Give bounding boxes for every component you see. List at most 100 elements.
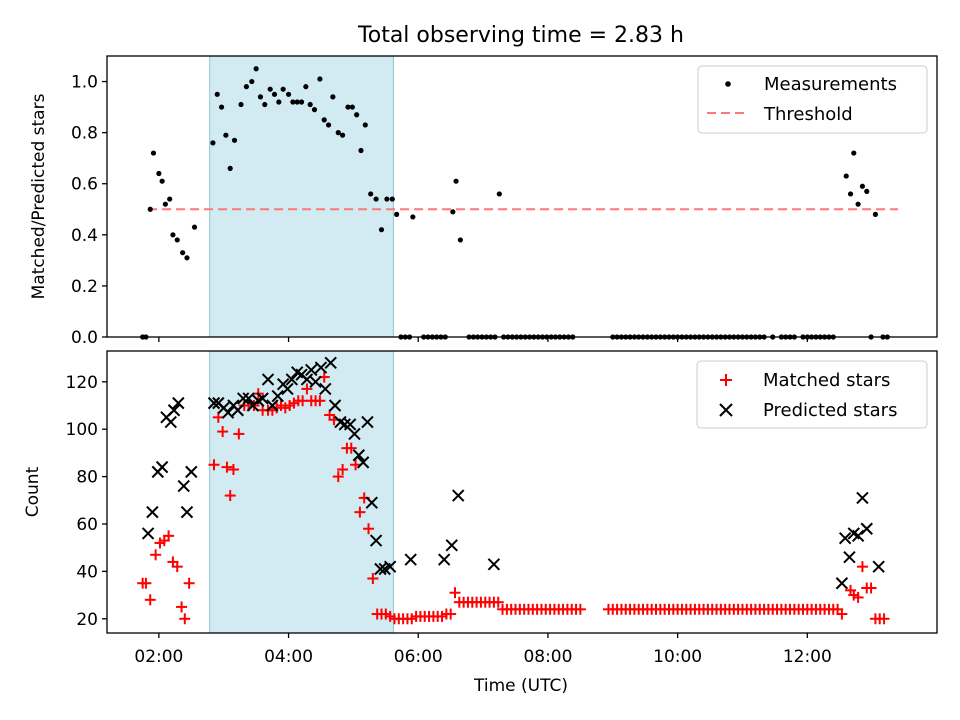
predicted-star-point: [352, 449, 366, 462]
measurement-point: [159, 178, 165, 184]
measurement-point: [847, 191, 854, 197]
x-tick-label: 02:00: [134, 647, 183, 667]
measurement-point: [450, 209, 456, 215]
measurement-point: [174, 237, 180, 243]
x-tick-label: 04:00: [264, 647, 313, 667]
measurement-point: [368, 191, 374, 197]
measurement-point: [345, 104, 351, 110]
top-legend-box: [697, 65, 928, 134]
measurement-point: [354, 112, 360, 118]
predicted-star-point: [374, 562, 387, 576]
predicted-star-point: [309, 375, 322, 389]
measurement-point: [249, 78, 255, 85]
measurement-point: [851, 150, 857, 156]
bottom-legend: Matched stars Predicted stars: [696, 360, 928, 429]
matched-star-point: [144, 594, 156, 606]
x-tick-label: 06:00: [394, 647, 443, 667]
predicted-star-point: [146, 505, 159, 519]
matched-star-point: [852, 591, 864, 603]
y-tick-label: 1.0: [71, 73, 98, 93]
top-plot-frame: [106, 55, 938, 338]
predicted-star-point: [231, 404, 244, 417]
predicted-star-point: [383, 560, 397, 573]
matched-star-point: [332, 471, 344, 483]
bottom-legend-box: [696, 360, 928, 429]
measurement-point: [325, 122, 332, 128]
measurement-point: [339, 132, 346, 138]
measurement-point: [294, 99, 300, 105]
predicted-star-point: [164, 415, 177, 429]
predicted-star-point: [338, 418, 351, 431]
matched-star-point: [337, 463, 349, 475]
measurement-point: [321, 117, 327, 123]
bottom-y-axis-label: Count: [23, 466, 43, 517]
measurement-point: [457, 237, 463, 243]
measurement-point: [267, 86, 273, 92]
predicted-star-point: [236, 392, 250, 405]
measurement-point: [280, 86, 286, 92]
y-tick-label: 0.0: [71, 328, 98, 348]
measurement-point: [150, 150, 157, 156]
predicted-star-point: [404, 553, 417, 566]
measurement-point: [271, 91, 278, 97]
predicted-star-point: [155, 460, 169, 474]
measurement-point: [170, 232, 176, 238]
matched-star-point: [449, 587, 461, 599]
measurement-point: [410, 214, 416, 220]
predicted-star-point: [300, 373, 314, 386]
matched-star-point: [314, 395, 326, 407]
matched-star-point: [233, 428, 245, 440]
matched-star-point: [301, 383, 313, 395]
legend-x-icon: [719, 403, 733, 417]
measurement-point: [238, 101, 244, 108]
predicted-star-point: [328, 399, 342, 412]
y-tick-label: 40: [76, 562, 98, 582]
predicted-star-point: [314, 361, 328, 374]
measurement-point: [223, 132, 229, 138]
measurement-point: [227, 165, 233, 171]
measurement-point: [373, 196, 379, 202]
measurement-point: [384, 196, 390, 202]
measurement-point: [167, 196, 173, 202]
predicted-star-point: [305, 363, 318, 377]
bottom-panel-counts: 20 40 60 80 100 120 02:00 04:00 06:00 08:00 10:00…: [23, 350, 938, 696]
top-panel-ratio: 0.0 0.2 0.4 0.6 0.8 1.0 Matched/Predicted sta…: [29, 55, 938, 348]
measurement-point: [843, 173, 849, 179]
measurement-point: [317, 76, 323, 82]
predicted-star-point: [324, 356, 337, 370]
matched-star-point: [221, 461, 233, 473]
matched-star-point: [217, 426, 229, 438]
measurement-point: [147, 206, 153, 212]
predicted-star-point: [445, 539, 458, 552]
measurement-point: [180, 250, 186, 256]
predicted-star-point: [856, 491, 869, 505]
matched-star-point: [367, 572, 379, 584]
matched-star-point: [176, 601, 188, 613]
y-tick-label: 0.2: [71, 277, 98, 297]
measurement-point: [262, 101, 268, 108]
y-tick-label: 20: [76, 610, 98, 630]
measurement-point: [496, 191, 502, 197]
top-y-ticks: 0.0 0.2 0.4 0.6 0.8 1.0: [71, 73, 107, 348]
legend-measurements-label: Measurements: [764, 74, 897, 95]
matched-stars-points: [137, 371, 890, 625]
predicted-stars-points: [141, 356, 885, 590]
legend-matched-label: Matched stars: [763, 370, 890, 391]
measurement-point: [257, 94, 264, 100]
observing-window-span: [209, 350, 394, 634]
matched-star-point: [354, 506, 366, 518]
matched-star-point: [350, 459, 362, 471]
measurement-point: [378, 227, 385, 233]
predicted-star-point: [207, 396, 221, 410]
measurement-point: [335, 130, 341, 136]
matched-star-point: [878, 613, 890, 625]
bottom-plot-frame: [106, 350, 938, 634]
matched-star-point: [140, 577, 152, 589]
y-tick-label: 80: [76, 468, 98, 488]
matched-star-point: [163, 530, 175, 542]
measurement-point: [389, 196, 395, 202]
predicted-star-point: [851, 529, 865, 543]
matched-star-point: [224, 490, 236, 502]
predicted-star-point: [843, 550, 856, 564]
